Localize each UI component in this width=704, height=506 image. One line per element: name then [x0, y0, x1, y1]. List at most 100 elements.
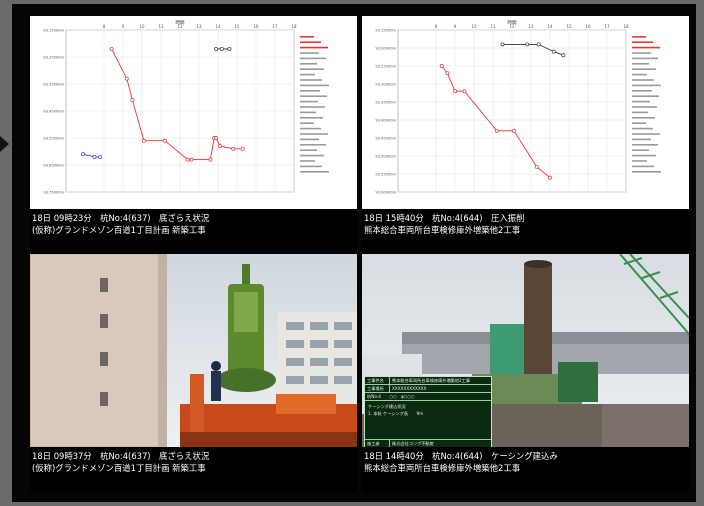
x-tick-label: 9 — [122, 24, 125, 29]
legend-entry-mark — [632, 133, 660, 135]
x-tick-label: 13 — [196, 24, 202, 29]
data-point — [162, 138, 167, 143]
caption-1: 18日 09時23分 杭No:4(637) 底ざらえ状況 (仮称)グランドメゾン… — [32, 212, 355, 236]
blackboard-note-2: 1. 本杭 ケーシング長 9m — [368, 411, 424, 416]
x-tick-label: 9 — [454, 24, 457, 29]
y-tick-label: 93.40000m — [375, 119, 396, 123]
chart-title: 時間 — [508, 20, 517, 26]
legend-entry-mark — [632, 160, 647, 162]
caption-4-line1: 18日 14時40分 杭No:4(644) ケーシング建込み — [364, 451, 558, 461]
caption-3: 18日 09時37分 杭No:4(637) 底ざらえ状況 (仮称)グランドメゾン… — [32, 450, 355, 474]
data-point — [548, 175, 552, 180]
data-point — [141, 138, 146, 143]
legend-entry-mark — [300, 57, 326, 60]
y-tick-label: 93.25000m — [375, 65, 396, 69]
x-tick-label: 18 — [291, 24, 297, 29]
blackboard-notes: ケーシング建込状況 1. 本杭 ケーシング長 9m — [365, 401, 491, 440]
caption-1-line1: 18日 09時23分 杭No:4(637) 底ざらえ状況 — [32, 213, 210, 223]
blackboard-location-key: 工事場所 — [367, 385, 390, 392]
x-tick-label: 8 — [435, 24, 438, 29]
legend-entry-mark — [300, 117, 323, 119]
y-tick-label: 93.15000m — [43, 29, 64, 33]
legend-entry-mark — [632, 122, 646, 124]
y-tick-label: 93.55000m — [43, 137, 64, 141]
x-tick-label: 8 — [103, 24, 106, 29]
legend-entry-mark — [300, 84, 329, 87]
legend-entry-mark — [300, 36, 314, 38]
x-tick-label: 10 — [471, 24, 477, 29]
data-point — [98, 154, 103, 159]
chart-1-svg: 時間 8 9 10 11 12 13 14 15 16 17 18 93.15000m 93.25000m… — [43, 20, 329, 195]
panel-photo-2[interactable]: 工事件名 熊本総合車両所台車検修庫外増築他2工事 工事場所 XXXXXXXXXXXX… — [362, 254, 689, 492]
legend-entry-mark — [632, 117, 655, 119]
legend-entry-mark — [300, 41, 321, 43]
data-point — [92, 154, 97, 159]
legend-entry-mark — [632, 57, 658, 60]
blackboard-pile-row: 杭No:4 ○○ φ○○○ — [365, 393, 491, 401]
site-photo-1 — [30, 254, 357, 447]
legend-entry-mark — [300, 68, 324, 70]
x-tick-label: 16 — [585, 24, 591, 29]
data-point — [462, 89, 467, 94]
x-tick-label: 14 — [547, 24, 553, 29]
legend-entry-mark — [632, 36, 646, 38]
data-point — [219, 46, 224, 51]
y-tick-label: 93.35000m — [375, 101, 396, 105]
blackboard-contractor-key: 施工者 — [367, 440, 390, 447]
data-point — [227, 46, 232, 51]
x-tick-label: 15 — [234, 24, 240, 29]
data-point — [109, 46, 114, 51]
legend-entry-mark — [632, 84, 661, 87]
legend-entry-mark — [300, 79, 322, 81]
data-point — [494, 128, 499, 133]
caption-2-line2: 熊本総合車両所台車検修庫外増築他2工事 — [364, 225, 521, 235]
data-point — [536, 42, 541, 47]
y-tick-label: 93.55000m — [375, 173, 396, 177]
x-tick-label: 12 — [509, 24, 515, 29]
blackboard-title-value: 熊本総合車両所台車検修庫外増築他2工事 — [392, 378, 471, 383]
legend-entry-mark — [632, 138, 651, 141]
data-point — [551, 49, 556, 54]
series-line — [441, 65, 551, 178]
caption-4-line2: 熊本総合車両所台車検修庫外増築他2工事 — [364, 463, 521, 473]
legend-entry-mark — [300, 122, 314, 124]
y-tick-label: 93.45000m — [43, 110, 64, 114]
legend-entry-mark — [300, 160, 315, 162]
legend-entry-mark — [300, 171, 329, 173]
legend-entry-mark — [300, 46, 328, 49]
x-tick-label: 13 — [528, 24, 534, 29]
panel-chart-2[interactable]: 時間 8 9 10 11 12 13 14 15 16 17 18 93.15000m 93.20000m… — [362, 16, 689, 254]
data-point — [130, 98, 135, 103]
y-tick-label: 93.60000m — [375, 191, 396, 195]
panel-photo-1[interactable]: 18日 09時37分 杭No:4(637) 底ざらえ状況 (仮称)グランドメゾン… — [30, 254, 357, 492]
caption-4: 18日 14時40分 杭No:4(644) ケーシング建込み 熊本総合車両所台車… — [364, 450, 687, 474]
data-point — [525, 42, 530, 47]
caption-3-line2: (仮称)グランドメゾン百道1丁目計画 新築工事 — [32, 463, 206, 473]
chart-2-svg: 時間 8 9 10 11 12 13 14 15 16 17 18 93.15000m 93.20000m… — [375, 20, 661, 195]
caption-3-line1: 18日 09時37分 杭No:4(637) 底ざらえ状況 — [32, 451, 210, 461]
data-point — [439, 64, 444, 68]
legend-entry-mark — [300, 106, 325, 108]
legend-entry-mark — [300, 144, 326, 146]
x-tick-label: 17 — [604, 24, 610, 29]
legend-entry-mark — [632, 165, 654, 168]
legend-entry-mark — [300, 138, 319, 141]
x-tick-label: 11 — [490, 24, 496, 29]
x-tick-label: 16 — [253, 24, 259, 29]
legend-entry-mark — [632, 144, 658, 146]
blackboard-note-1: ケーシング建込状況 — [368, 404, 406, 409]
data-point — [217, 144, 222, 149]
site-photo-1-illustration — [30, 254, 357, 447]
data-point — [511, 128, 516, 133]
data-point — [214, 46, 219, 51]
legend-entry-mark — [632, 127, 653, 130]
data-point — [453, 89, 457, 94]
collapse-arrow-icon[interactable] — [0, 136, 9, 152]
y-tick-label: 93.20000m — [375, 47, 396, 51]
x-tick-label: 14 — [215, 24, 221, 29]
panel-chart-1[interactable]: 時間 8 9 10 11 12 13 14 15 16 17 18 93.15000m 93.25000m… — [30, 16, 357, 254]
data-point — [561, 53, 566, 58]
x-tick-label: 18 — [623, 24, 629, 29]
legend-entry-mark — [300, 73, 315, 76]
legend-entry-mark — [300, 154, 324, 157]
